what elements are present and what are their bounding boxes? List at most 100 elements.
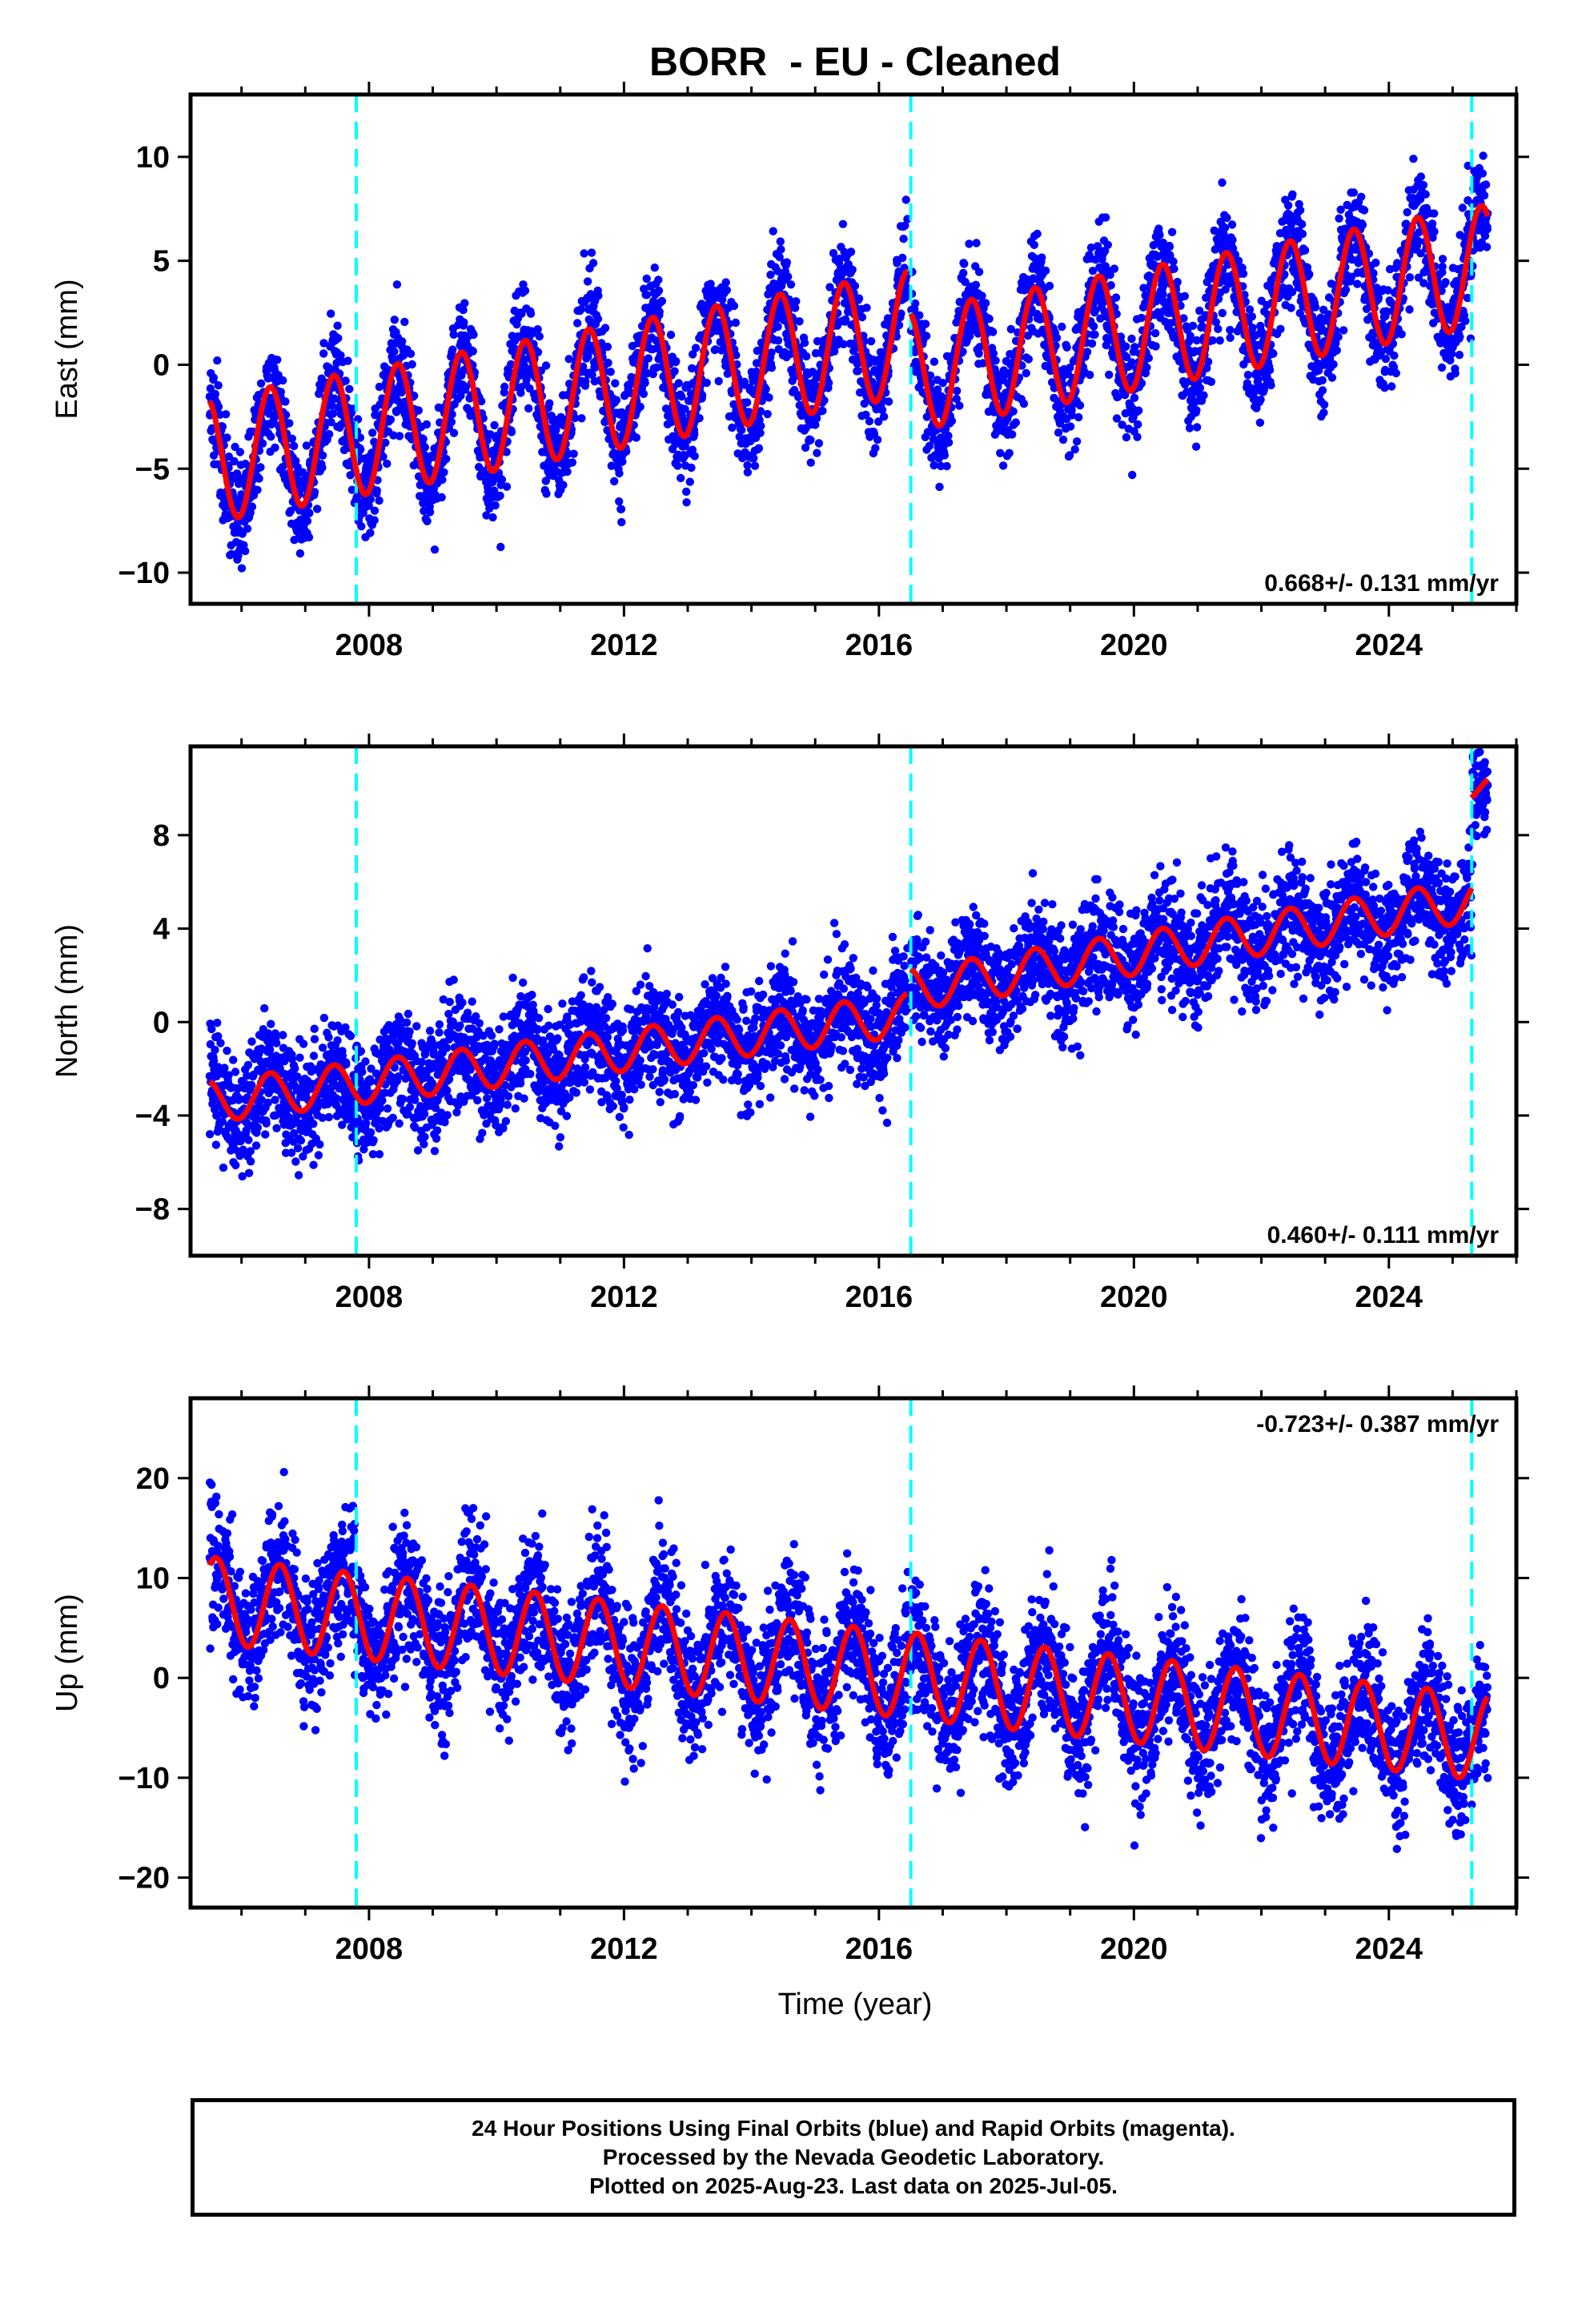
y-axis-label: East (mm): [50, 279, 84, 419]
data-point: [449, 330, 458, 339]
data-point: [632, 433, 640, 442]
data-point: [688, 364, 697, 373]
data-point: [430, 545, 440, 554]
data-point: [1191, 442, 1201, 451]
data-point: [1011, 418, 1021, 427]
data-point: [921, 320, 930, 328]
data-point: [213, 356, 222, 365]
data-point: [357, 522, 366, 531]
data-point: [1122, 342, 1130, 351]
data-point: [256, 379, 266, 388]
data-point: [901, 195, 910, 204]
data-point: [857, 312, 867, 322]
data-point: [460, 299, 469, 308]
data-point: [533, 348, 543, 356]
data-point: [752, 359, 761, 368]
data-point: [594, 292, 603, 300]
data-point: [316, 385, 325, 394]
data-point: [1259, 385, 1269, 394]
data-point: [1421, 190, 1430, 199]
data-point: [423, 517, 432, 525]
data-point: [243, 1060, 253, 1070]
data-point: [1419, 180, 1428, 190]
data-point: [1087, 339, 1097, 348]
data-point: [687, 463, 696, 472]
data-point: [1405, 305, 1414, 314]
figure-title: BORR - EU - Cleaned: [649, 39, 1061, 84]
data-point: [262, 1119, 271, 1128]
data-point: [991, 356, 1000, 365]
data-point: [313, 505, 322, 513]
data-point: [542, 489, 551, 498]
data-point: [1339, 326, 1348, 335]
data-point: [935, 482, 944, 492]
data-point: [290, 441, 299, 451]
data-point: [1397, 330, 1406, 339]
y-tick-label: 10: [136, 141, 170, 175]
data-point: [1220, 223, 1230, 232]
data-point: [756, 428, 765, 437]
data-point: [1287, 304, 1295, 312]
data-point: [303, 517, 312, 525]
data-point: [1133, 432, 1142, 441]
data-point: [295, 1053, 304, 1062]
data-point: [327, 418, 335, 427]
data-point: [336, 351, 345, 360]
data-point: [285, 419, 294, 428]
data-point: [1144, 353, 1154, 363]
data-point: [459, 305, 468, 315]
data-point: [898, 253, 907, 263]
data-point: [1192, 423, 1202, 432]
data-point: [1456, 332, 1464, 341]
data-point: [1223, 213, 1231, 223]
data-point: [379, 452, 387, 461]
data-point: [488, 513, 497, 522]
data-point: [389, 431, 398, 440]
data-point: [247, 1080, 256, 1090]
data-point: [1391, 368, 1401, 378]
data-point: [754, 444, 764, 452]
data-point: [1341, 285, 1351, 295]
data-point: [375, 382, 384, 392]
data-point: [690, 429, 699, 439]
data-point: [670, 367, 679, 376]
data-point: [606, 368, 615, 376]
data-point: [1005, 448, 1014, 457]
data-point: [576, 305, 585, 314]
x-tick-label: 2020: [1100, 629, 1168, 662]
data-point: [786, 280, 796, 289]
data-point: [610, 476, 619, 486]
data-point: [577, 414, 586, 423]
data-point: [674, 379, 683, 388]
data-point: [209, 451, 219, 460]
data-point: [776, 237, 785, 246]
data-point: [1265, 365, 1275, 375]
data-point: [1283, 201, 1293, 210]
data-point: [1430, 209, 1439, 218]
data-point: [500, 382, 509, 392]
data-point: [447, 417, 456, 427]
data-point: [206, 1130, 215, 1139]
data-point: [587, 248, 596, 257]
data-point: [915, 311, 924, 320]
data-point: [722, 286, 731, 295]
data-point: [655, 308, 664, 316]
data-point: [998, 461, 1008, 470]
data-point: [1180, 292, 1190, 300]
data-point: [438, 475, 447, 485]
data-point: [695, 414, 704, 423]
data-point: [673, 461, 682, 470]
data-point: [484, 487, 492, 496]
data-point: [364, 501, 373, 510]
data-point: [743, 468, 753, 476]
data-point: [765, 393, 773, 402]
data-point: [231, 1160, 240, 1170]
data-point: [368, 428, 377, 437]
data-point: [611, 379, 620, 388]
x-tick-label: 2008: [335, 629, 404, 662]
data-point: [271, 443, 279, 452]
data-point: [792, 297, 801, 306]
data-point: [393, 396, 402, 405]
data-point: [1082, 348, 1092, 356]
data-point: [1165, 242, 1174, 251]
